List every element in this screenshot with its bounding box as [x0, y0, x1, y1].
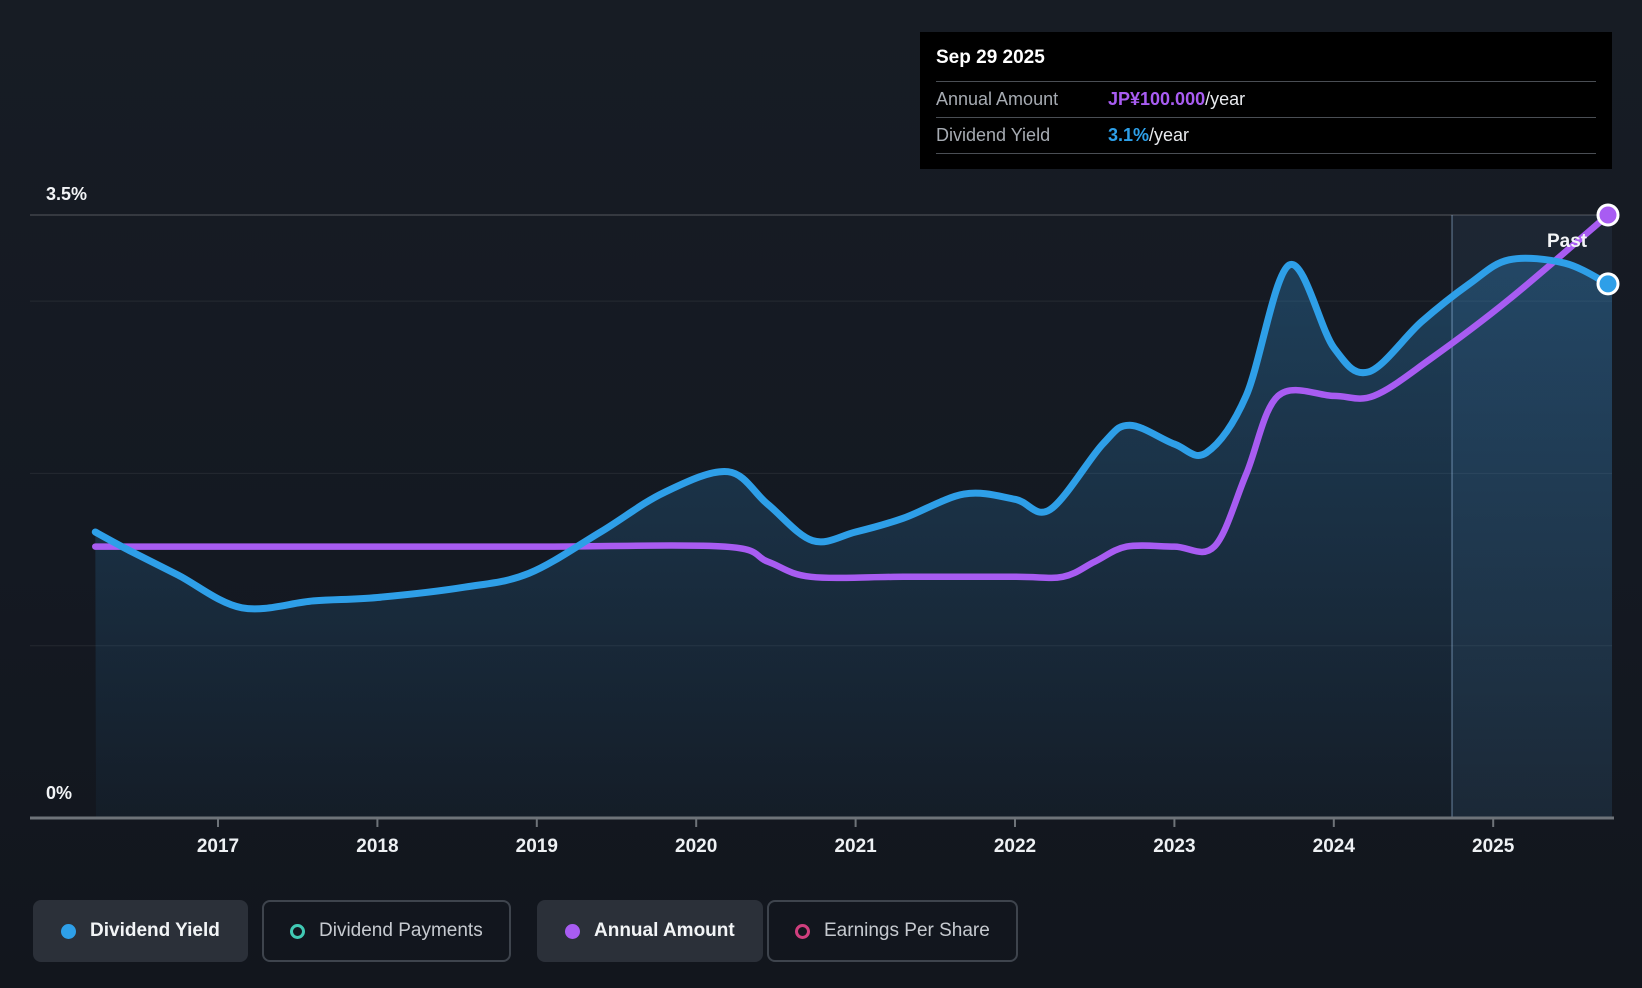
y-axis-top-label: 3.5% — [46, 184, 88, 204]
legend-button-earnings-per-share[interactable]: Earnings Per Share — [767, 900, 1018, 962]
x-tick-label-2022: 2022 — [994, 836, 1036, 857]
dividend-yield-dot-icon — [61, 923, 76, 939]
tooltip-date: Sep 29 2025 — [936, 47, 1045, 68]
x-tick-label-2018: 2018 — [356, 836, 398, 857]
y-axis-bottom-label: 0% — [46, 783, 73, 803]
x-tick-label-2020: 2020 — [675, 836, 717, 857]
x-tick-label-2017: 2017 — [197, 836, 239, 857]
annual-amount-line — [92, 211, 1612, 582]
dividend-yield-area-fill — [95, 258, 1612, 819]
tooltip-row-annual-amount: Annual Amount JP¥100.000 /year — [936, 81, 1596, 117]
legend-button-dividend-payments[interactable]: Dividend Payments — [262, 900, 511, 962]
legend-label: Annual Amount — [594, 920, 735, 941]
tooltip-suffix: /year — [1205, 89, 1246, 109]
chart-tooltip: Sep 29 2025 Annual Amount JP¥100.000 /ye… — [920, 32, 1612, 169]
legend-label: Dividend Payments — [319, 920, 483, 941]
dividend-yield-line — [91, 254, 1612, 613]
tooltip-label: Annual Amount — [936, 89, 1059, 109]
legend-button-annual-amount[interactable]: Annual Amount — [537, 900, 763, 962]
annual-amount-end-marker — [1596, 203, 1620, 227]
legend-button-dividend-yield[interactable]: Dividend Yield — [33, 900, 248, 962]
x-tick-label-2021: 2021 — [834, 836, 877, 857]
x-tick-label-2019: 2019 — [516, 836, 558, 857]
legend-label: Dividend Yield — [90, 920, 220, 941]
earnings-per-share-ring-icon — [795, 923, 810, 939]
tooltip-value-annual-amount: JP¥100.000 — [1108, 89, 1206, 109]
tooltip-label: Dividend Yield — [936, 125, 1051, 145]
x-tick-label-2025: 2025 — [1472, 836, 1515, 857]
dividend-yield-end-marker — [1596, 272, 1620, 296]
x-axis-ticks: 2017 2018 2019 2020 2021 2022 2023 2024 2025 — [197, 819, 1515, 857]
tooltip-value-dividend-yield: 3.1% — [1108, 125, 1150, 145]
legend-label: Earnings Per Share — [824, 920, 990, 941]
x-tick-label-2023: 2023 — [1153, 836, 1195, 857]
tooltip-suffix: /year — [1149, 125, 1190, 145]
annual-amount-dot-icon — [565, 923, 580, 939]
past-annotation-label: Past — [1547, 231, 1588, 252]
x-tick-label-2024: 2024 — [1313, 836, 1356, 857]
tooltip-row-dividend-yield: Dividend Yield 3.1% /year — [936, 117, 1596, 154]
dividend-payments-ring-icon — [290, 923, 305, 939]
